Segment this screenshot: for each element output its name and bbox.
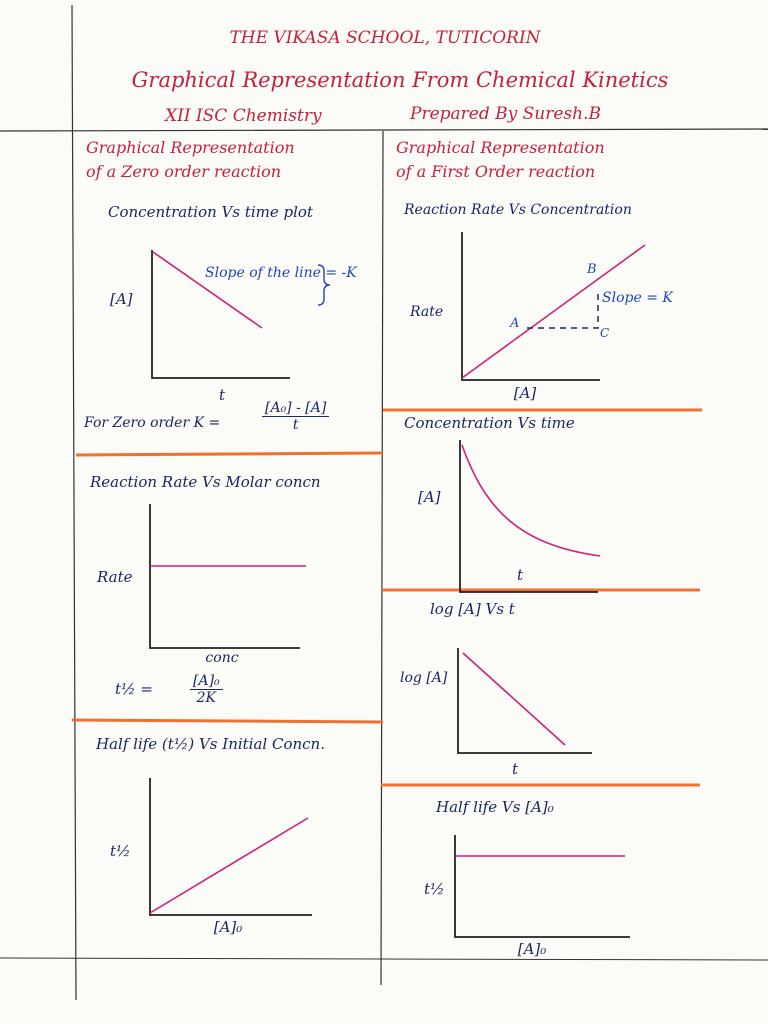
x-label: [A]₀ [517, 940, 547, 958]
x-label: t [516, 566, 524, 584]
point-label: A [510, 316, 520, 331]
formula-lhs: t½ = [115, 680, 153, 698]
y-label: [A] [418, 488, 441, 506]
x-label: t [511, 760, 519, 778]
y-label: t½ [424, 880, 445, 898]
x-label: conc [205, 650, 239, 666]
school-name: THE VIKASA SCHOOL, TUTICORIN [229, 28, 541, 48]
graph-title: Half life Vs [A]₀ [436, 798, 554, 816]
y-label: Rate [410, 304, 444, 320]
y-label: t½ [110, 842, 131, 860]
author: Prepared By Suresh.B [410, 104, 601, 124]
y-label: Rate [97, 568, 133, 586]
page-title: Graphical Representation From Chemical K… [131, 68, 669, 92]
x-label: t [218, 386, 226, 404]
numerator: [A₀] - [A] [262, 400, 330, 417]
x-label: [A]₀ [213, 918, 243, 936]
formula-lhs: For Zero order K = [84, 415, 221, 431]
point-label: B [587, 262, 597, 277]
numerator: [A]₀ [190, 673, 223, 690]
y-label: [A] [110, 290, 133, 308]
graph-title: Half life (t½) Vs Initial Concn. [96, 735, 325, 753]
slope-note: Slope of the line = -K [205, 265, 357, 281]
x-label: [A] [513, 384, 537, 402]
column-heading: Graphical Representation [396, 138, 605, 157]
fraction: [A]₀ 2K [190, 673, 223, 706]
class-label: XII ISC Chemistry [165, 106, 322, 126]
column-heading: Graphical Representation [86, 138, 295, 157]
column-heading: of a First Order reaction [396, 162, 596, 181]
column-heading: of a Zero order reaction [86, 162, 282, 181]
graph-title: Concentration Vs time plot [108, 203, 313, 221]
denominator: 2K [196, 690, 217, 706]
graph-title: log [A] Vs t [430, 600, 515, 618]
graph-title: Concentration Vs time [404, 414, 575, 432]
graph-title: Reaction Rate Vs Molar concn [90, 473, 321, 491]
denominator: t [292, 417, 299, 433]
fraction: [A₀] - [A] t [262, 400, 330, 433]
point-label: C [600, 326, 610, 340]
graph-title: Reaction Rate Vs Concentration [404, 202, 632, 218]
y-label: log [A] [400, 670, 448, 686]
slope-note: Slope = K [602, 290, 673, 306]
